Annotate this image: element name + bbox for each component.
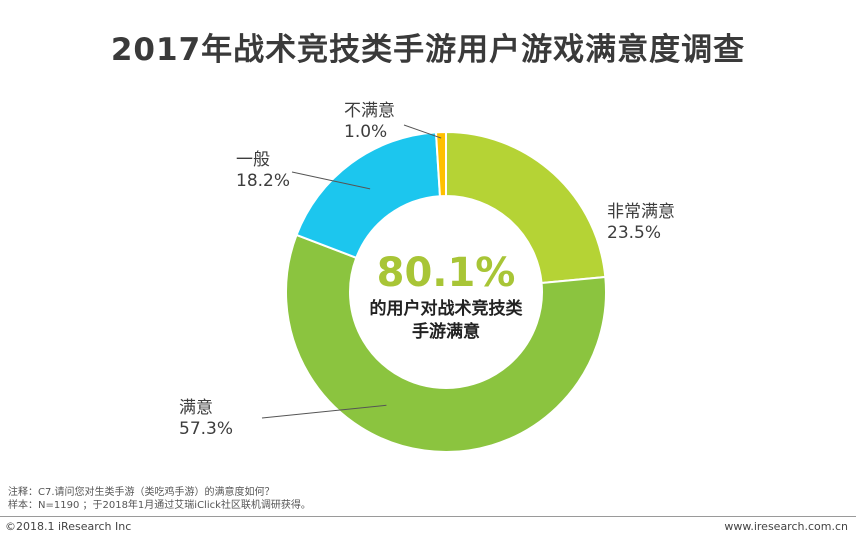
footer-divider bbox=[0, 516, 856, 517]
notes: 注释：C7.请问您对生类手游（类吃鸡手游）的满意度如何？ 样本：N=1190 ；… bbox=[8, 486, 311, 512]
note-sample: 样本：N=1190 ；于2018年1月通过艾瑞iClick社区联机调研获得。 bbox=[8, 500, 311, 511]
slice-value: 57.3% bbox=[179, 419, 234, 439]
slice-dissatisfied bbox=[434, 130, 447, 198]
slice-very-satisfied bbox=[445, 130, 607, 285]
center-caption-line2: 手游满意 bbox=[412, 322, 480, 342]
center-caption: 的用户对战术竞技类 手游满意 bbox=[346, 298, 546, 344]
slice-label-very-satisfied: 非常满意 23.5% bbox=[607, 202, 675, 244]
slice-label-neutral: 一般 18.2% bbox=[236, 150, 290, 192]
slice-satisfied bbox=[285, 233, 607, 453]
slice-name: 满意 bbox=[179, 398, 213, 418]
chart-title: 2017年战术竞技类手游用户游戏满意度调查 bbox=[110, 32, 746, 68]
slice-name: 非常满意 bbox=[607, 202, 675, 222]
footer-copyright: ©2018.1 iResearch Inc bbox=[5, 520, 132, 533]
slice-value: 18.2% bbox=[236, 171, 291, 191]
leader-line-dissatisfied bbox=[403, 124, 442, 139]
slice-label-satisfied: 满意 57.3% bbox=[179, 398, 233, 440]
slice-value: 1.0% bbox=[344, 122, 388, 142]
leader-line-neutral bbox=[291, 171, 371, 190]
slice-label-dissatisfied: 不满意 1.0% bbox=[344, 101, 395, 143]
slice-neutral bbox=[295, 131, 442, 260]
footer-website: www.iresearch.com.cn bbox=[724, 520, 848, 533]
leader-line-satisfied bbox=[261, 404, 387, 419]
center-caption-line1: 的用户对战术竞技类 bbox=[369, 299, 523, 319]
slice-value: 23.5% bbox=[607, 223, 662, 243]
slice-name: 一般 bbox=[236, 150, 270, 170]
note-question: 注释：C7.请问您对生类手游（类吃鸡手游）的满意度如何？ bbox=[8, 487, 275, 498]
center-percentage: 80.1% bbox=[376, 250, 516, 296]
slice-name: 不满意 bbox=[344, 101, 395, 121]
